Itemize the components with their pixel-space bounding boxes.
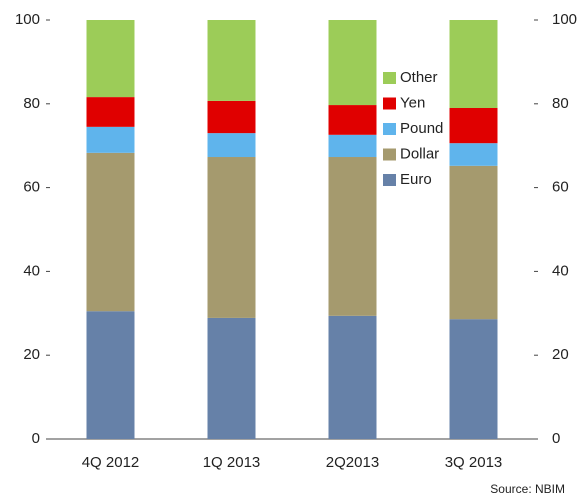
- bar-segment: [328, 105, 377, 135]
- bar-segment: [86, 311, 135, 439]
- bar-segment: [449, 143, 498, 166]
- legend-label: Pound: [400, 120, 443, 137]
- legend-label: Yen: [400, 94, 425, 111]
- legend-swatch: [383, 72, 396, 84]
- y-tick-label: 0: [32, 430, 40, 447]
- legend-label: Other: [400, 69, 438, 86]
- legend-label: Euro: [400, 171, 432, 188]
- y2-tick-label: 20: [552, 346, 569, 363]
- bar-segment: [449, 319, 498, 439]
- y-tick-label: 60: [23, 179, 40, 196]
- bar-segment: [207, 100, 256, 134]
- bar-segment: [207, 157, 256, 318]
- legend-label: Dollar: [400, 145, 439, 162]
- x-tick-label: 1Q 2013: [203, 454, 261, 471]
- bar-segment: [328, 315, 377, 439]
- bar-segment: [207, 317, 256, 439]
- bar-segment: [328, 20, 377, 106]
- x-tick-label: 4Q 2012: [82, 454, 140, 471]
- bar-segment: [449, 20, 498, 108]
- bar-segment: [86, 20, 135, 98]
- legend-swatch: [383, 123, 396, 135]
- y2-tick-label: 60: [552, 179, 569, 196]
- y-tick-label: 40: [23, 262, 40, 279]
- y-tick-label: 80: [23, 95, 40, 112]
- bar-segment: [328, 157, 377, 316]
- legend-swatch: [383, 97, 396, 110]
- y-tick-label: 100: [15, 11, 40, 28]
- bar-segment: [207, 133, 256, 158]
- y-tick-label: 20: [23, 346, 40, 363]
- y2-tick-label: 80: [552, 95, 569, 112]
- y2-tick-label: 0: [552, 430, 560, 447]
- x-tick-label: 3Q 2013: [445, 454, 503, 471]
- source: Source: NBIM: [490, 482, 565, 496]
- bar-segment: [86, 152, 135, 312]
- bar-segment: [449, 165, 498, 320]
- bar-segment: [86, 97, 135, 127]
- bar-segment: [86, 126, 135, 153]
- legend-swatch: [383, 174, 396, 186]
- x-tick-label: 2Q2013: [326, 454, 379, 471]
- legend-swatch: [383, 148, 396, 161]
- bar-segment: [207, 20, 256, 101]
- y2-tick-label: 40: [552, 262, 569, 279]
- bar-segment: [449, 107, 498, 144]
- bar-segment: [328, 134, 377, 158]
- y2-tick-label: 100: [552, 11, 577, 28]
